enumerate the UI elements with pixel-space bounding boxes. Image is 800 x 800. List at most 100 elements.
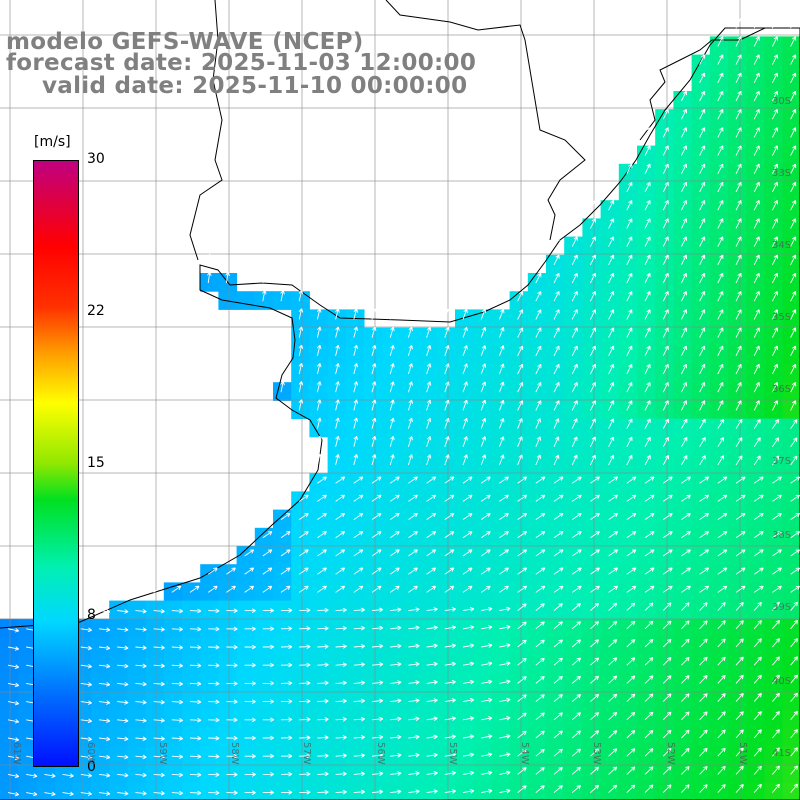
arrow-icon	[171, 681, 184, 687]
arrow-icon	[390, 662, 402, 667]
arrow-icon	[407, 308, 413, 320]
arrow-icon	[244, 753, 256, 759]
arrow-icon	[316, 363, 322, 375]
arrow-icon	[735, 601, 744, 611]
arrow-icon	[480, 567, 491, 575]
arrow-icon	[462, 625, 475, 630]
arrow-icon	[662, 693, 672, 702]
arrow-icon	[481, 752, 493, 758]
arrow-icon	[626, 693, 636, 702]
arrow-icon	[717, 345, 724, 357]
arrow-icon	[244, 699, 256, 704]
arrow-icon	[535, 345, 542, 357]
arrow-icon	[517, 639, 527, 648]
arrow-icon	[626, 309, 633, 320]
arrow-icon	[171, 608, 184, 614]
arrow-icon	[790, 549, 800, 557]
arrow-icon	[80, 718, 92, 724]
arrow-icon	[608, 567, 619, 575]
arrow-icon	[317, 494, 327, 502]
arrow-icon	[717, 567, 728, 575]
arrow-icon	[735, 729, 744, 739]
arrow-icon	[608, 766, 618, 775]
arrow-icon	[498, 345, 505, 356]
arrow-icon	[371, 753, 384, 758]
arrow-icon	[771, 54, 778, 65]
arrow-icon	[717, 437, 725, 448]
arrow-icon	[317, 644, 329, 649]
arrow-icon	[644, 711, 654, 721]
arrow-icon	[98, 718, 111, 724]
arrow-icon	[608, 476, 619, 484]
arrow-icon	[80, 791, 92, 796]
arrow-icon	[662, 327, 669, 338]
arrow-icon	[608, 363, 615, 375]
arrow-icon	[771, 36, 778, 47]
arrow-icon	[662, 200, 669, 211]
arrow-icon	[571, 712, 581, 721]
arrow-icon	[644, 585, 655, 593]
arrow-icon	[717, 729, 726, 739]
arrow-icon	[753, 531, 764, 539]
arrow-icon	[444, 494, 455, 502]
arrow-icon	[790, 455, 798, 466]
arrow-icon	[262, 681, 275, 686]
arrow-icon	[771, 382, 778, 393]
arrow-icon	[790, 109, 797, 120]
arrow-icon	[699, 638, 708, 648]
arrow-icon	[753, 601, 762, 611]
arrow-icon	[117, 754, 129, 760]
arrow-icon	[589, 454, 596, 466]
arrow-icon	[135, 791, 147, 796]
arrow-icon	[590, 476, 600, 484]
arrow-icon	[608, 400, 615, 411]
arrow-icon	[717, 418, 725, 429]
arrow-icon	[426, 680, 438, 685]
arrow-icon	[772, 437, 780, 448]
arrow-icon	[753, 729, 762, 739]
arrow-icon	[535, 785, 545, 793]
arrow-icon	[790, 531, 800, 539]
arrow-icon	[444, 345, 450, 356]
arrow-icon	[571, 218, 578, 229]
arrow-icon	[753, 455, 761, 466]
arrow-icon	[589, 400, 596, 411]
arrow-icon	[772, 585, 782, 593]
arrow-icon	[553, 512, 564, 520]
arrow-icon	[317, 476, 327, 484]
arrow-icon	[753, 620, 762, 630]
arrow-icon	[226, 663, 238, 668]
arrow-icon	[462, 436, 468, 447]
arrow-icon	[371, 771, 384, 776]
arrow-icon	[353, 771, 366, 777]
arrow-icon	[117, 700, 129, 705]
arrow-icon	[280, 585, 291, 593]
arrow-icon	[426, 476, 437, 484]
arrow-icon	[335, 326, 340, 338]
arrow-icon	[389, 567, 400, 575]
arrow-icon	[117, 645, 129, 651]
arrow-icon	[80, 773, 92, 778]
arrow-icon	[535, 382, 542, 393]
arrow-icon	[626, 730, 636, 739]
arrow-icon	[753, 291, 760, 302]
arrow-icon	[535, 657, 545, 666]
arrow-icon	[444, 549, 455, 557]
arrow-icon	[571, 621, 581, 630]
arrow-icon	[153, 699, 165, 705]
arrow-icon	[371, 549, 382, 557]
arrow-icon	[735, 765, 744, 775]
arrow-icon	[680, 309, 687, 320]
arrow-icon	[298, 531, 309, 539]
arrow-icon	[26, 773, 38, 779]
arrow-icon	[444, 363, 450, 375]
arrow-icon	[517, 400, 524, 411]
arrow-icon	[408, 680, 420, 685]
arrow-icon	[571, 236, 578, 247]
arrow-icon	[790, 272, 797, 284]
arrow-icon	[371, 326, 377, 338]
arrow-icon	[462, 698, 475, 703]
arrow-icon	[371, 531, 382, 539]
arrow-icon	[462, 345, 468, 356]
